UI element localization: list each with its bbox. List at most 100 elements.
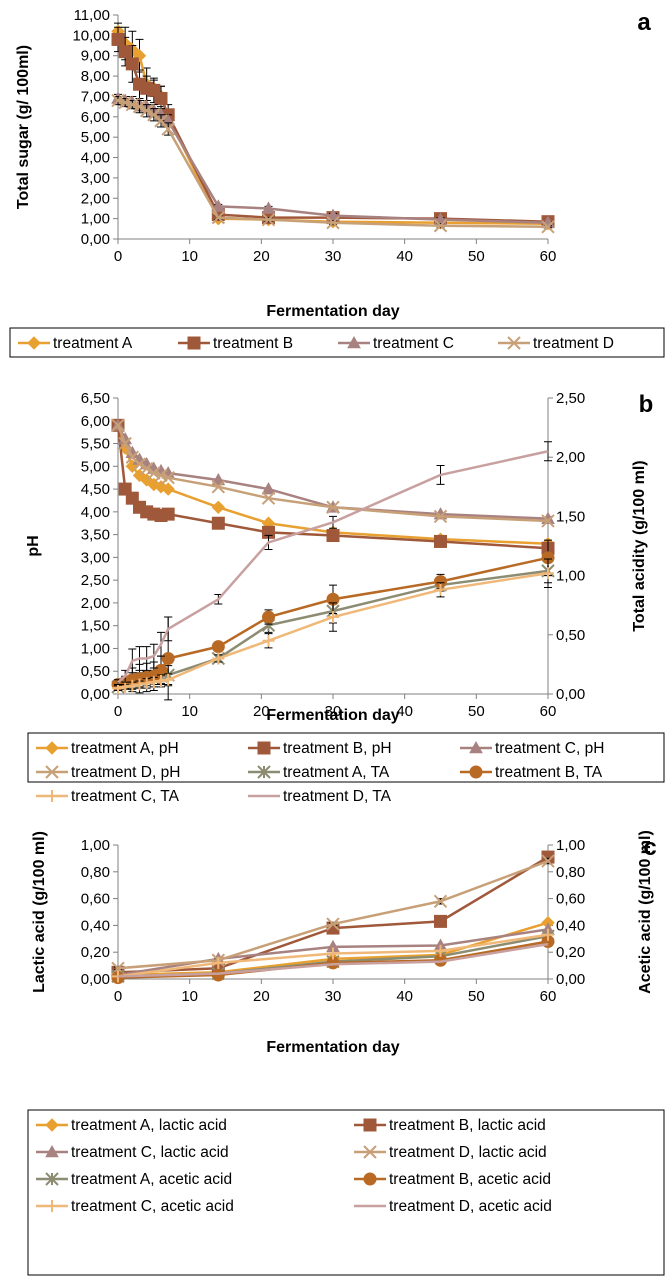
series-line (116, 30, 549, 225)
y2-tick-label: 1,00 (556, 568, 585, 585)
y-tick-label: 0,60 (81, 891, 110, 908)
y-tick-label: 2,00 (81, 190, 110, 207)
data-point (261, 201, 276, 214)
y-tick-label: 0,00 (81, 231, 110, 248)
legend-label: treatment C, TA (71, 788, 180, 805)
legend-label: treatment B, lactic acid (389, 1117, 546, 1134)
x-tick-label: 30 (325, 703, 342, 720)
legend-swatch-marker (45, 1118, 59, 1132)
x-tick-label: 60 (540, 988, 557, 1005)
legend-label: treatment D, lactic acid (389, 1144, 547, 1161)
panel-label: b (639, 391, 654, 418)
data-point (147, 676, 160, 689)
legend-item: treatment A (18, 335, 133, 352)
legend-item: treatment C, acetic acid (36, 1198, 234, 1215)
y2-tick-label: 0,00 (556, 971, 585, 988)
x-tick-label: 50 (468, 988, 485, 1005)
data-point (326, 529, 340, 543)
legend-swatch-marker (187, 336, 201, 350)
legend-item: treatment D, acetic acid (354, 1198, 552, 1215)
series-line (116, 38, 549, 223)
data-point (140, 677, 153, 690)
data-point (326, 917, 340, 931)
data-point (133, 678, 146, 691)
legend-swatch-marker (469, 740, 483, 754)
x-axis-title: Fermentation day (266, 707, 399, 724)
data-point (211, 516, 225, 530)
legend-swatch-marker (45, 741, 59, 755)
series-treatment-d-ph (111, 418, 555, 528)
series-treatment-d-ta (114, 441, 552, 686)
data-point (118, 45, 132, 59)
legend-item: treatment B, acetic acid (354, 1171, 551, 1188)
y-tick-label: 10,00 (72, 27, 110, 44)
data-point (433, 509, 448, 524)
data-point (541, 220, 555, 234)
series-treatment-a (111, 22, 555, 231)
data-point (434, 914, 447, 928)
data-point (434, 583, 447, 596)
legend-item: treatment B, pH (248, 740, 392, 757)
legend-label: treatment C, lactic acid (71, 1144, 229, 1161)
data-point (212, 652, 225, 665)
series-treatment-b-ph (111, 418, 555, 555)
legend-item: treatment D, TA (248, 788, 392, 805)
data-point (262, 634, 275, 647)
x-tick-label: 60 (540, 248, 557, 265)
data-point (261, 491, 276, 505)
legend-item: treatment C, pH (460, 740, 604, 757)
legend-swatch-marker (363, 1172, 377, 1186)
y-tick-label: 5,00 (81, 458, 110, 475)
y2-tick-label: 1,00 (556, 837, 585, 854)
legend-swatch-marker (257, 765, 271, 779)
panel-label: c (643, 834, 656, 861)
data-point (211, 640, 225, 654)
data-point (327, 947, 339, 960)
data-point (162, 673, 175, 686)
data-point (212, 956, 225, 969)
legend-label: treatment A, TA (283, 764, 390, 781)
legend-swatch-marker (257, 741, 271, 755)
legend-item: treatment B, TA (460, 764, 603, 781)
y-axis-title: Lactic acid (g/100 ml) (31, 831, 48, 993)
legend-label: treatment D (533, 335, 614, 352)
data-point (126, 679, 139, 692)
y-tick-label: 3,00 (81, 549, 110, 566)
legend-label: treatment B, pH (283, 740, 392, 757)
chart-panel-c: 0 10 20 30 40 50 600,000,200,400,600,801,000,0… (27, 830, 665, 1276)
x-tick-label: 20 (253, 248, 270, 265)
y-tick-label: 2,50 (81, 572, 110, 589)
x-tick-label: 10 (181, 248, 198, 265)
legend-item: treatment B (178, 335, 293, 352)
data-point (111, 32, 125, 46)
series-treatment-c-acetic-acid (112, 928, 554, 983)
legend: treatment A, pH treatment B, pH treatment … (27, 732, 665, 805)
y2-tick-label: 0,00 (556, 686, 585, 703)
legend-label: treatment A, acetic acid (71, 1171, 232, 1188)
series-treatment-d (111, 93, 555, 234)
legend-swatch-marker (347, 335, 361, 349)
legend-box (27, 732, 665, 783)
x-tick-label: 30 (325, 248, 342, 265)
y-tick-label: 0,80 (81, 864, 110, 881)
data-point (326, 216, 340, 230)
x-axis-title: Fermentation day (266, 303, 399, 320)
data-point (262, 610, 275, 624)
data-point (119, 680, 132, 693)
series-treatment-d-acetic-acid (117, 942, 549, 978)
data-point (542, 567, 554, 580)
legend-swatch-marker (45, 1144, 59, 1158)
x-tick-label: 10 (181, 988, 198, 1005)
legend-item: treatment B, lactic acid (354, 1117, 546, 1134)
legend-label: treatment C (373, 335, 454, 352)
x-tick-label: 20 (253, 703, 270, 720)
y-tick-label: 2,00 (81, 595, 110, 612)
legend-swatch-marker (363, 1145, 377, 1159)
data-point (139, 461, 154, 476)
data-point (211, 472, 226, 486)
legend-label: treatment C, acetic acid (71, 1198, 234, 1215)
legend-box (27, 1109, 665, 1276)
legend-label: treatment A (53, 335, 133, 352)
y-tick-label: 5,00 (81, 129, 110, 146)
